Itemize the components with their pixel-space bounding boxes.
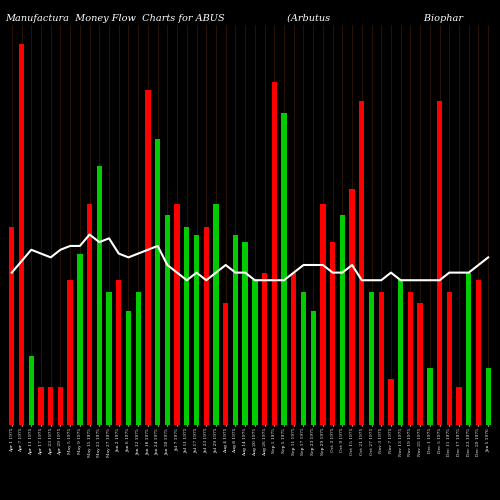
Bar (272, 82, 277, 425)
Bar (145, 90, 150, 425)
Bar (184, 227, 190, 425)
Bar (388, 380, 394, 425)
Bar (126, 310, 131, 425)
Bar (369, 292, 374, 425)
Bar (28, 356, 34, 425)
Bar (476, 280, 481, 425)
Bar (330, 242, 336, 425)
Bar (282, 112, 286, 425)
Bar (359, 101, 364, 425)
Bar (223, 303, 228, 425)
Bar (87, 204, 92, 425)
Bar (96, 166, 102, 425)
Bar (310, 310, 316, 425)
Bar (38, 387, 44, 425)
Bar (398, 280, 404, 425)
Bar (194, 234, 199, 425)
Bar (320, 204, 326, 425)
Text: Manufactura  Money Flow  Charts for ABUS                    (Arbutus            : Manufactura Money Flow Charts for ABUS (… (5, 14, 463, 23)
Bar (164, 216, 170, 425)
Bar (427, 368, 432, 425)
Bar (106, 292, 112, 425)
Bar (486, 368, 491, 425)
Bar (378, 292, 384, 425)
Bar (136, 292, 141, 425)
Bar (242, 242, 248, 425)
Bar (301, 292, 306, 425)
Bar (48, 387, 54, 425)
Bar (340, 216, 345, 425)
Bar (232, 234, 238, 425)
Bar (252, 280, 258, 425)
Bar (437, 101, 442, 425)
Bar (77, 254, 82, 425)
Bar (291, 272, 296, 425)
Bar (9, 227, 15, 425)
Bar (446, 292, 452, 425)
Bar (116, 280, 121, 425)
Bar (418, 303, 423, 425)
Bar (204, 227, 209, 425)
Bar (350, 189, 355, 425)
Bar (174, 204, 180, 425)
Bar (155, 140, 160, 425)
Bar (58, 387, 63, 425)
Bar (262, 272, 268, 425)
Bar (408, 292, 413, 425)
Bar (466, 272, 471, 425)
Bar (19, 44, 24, 425)
Bar (214, 204, 218, 425)
Bar (68, 280, 73, 425)
Bar (456, 387, 462, 425)
